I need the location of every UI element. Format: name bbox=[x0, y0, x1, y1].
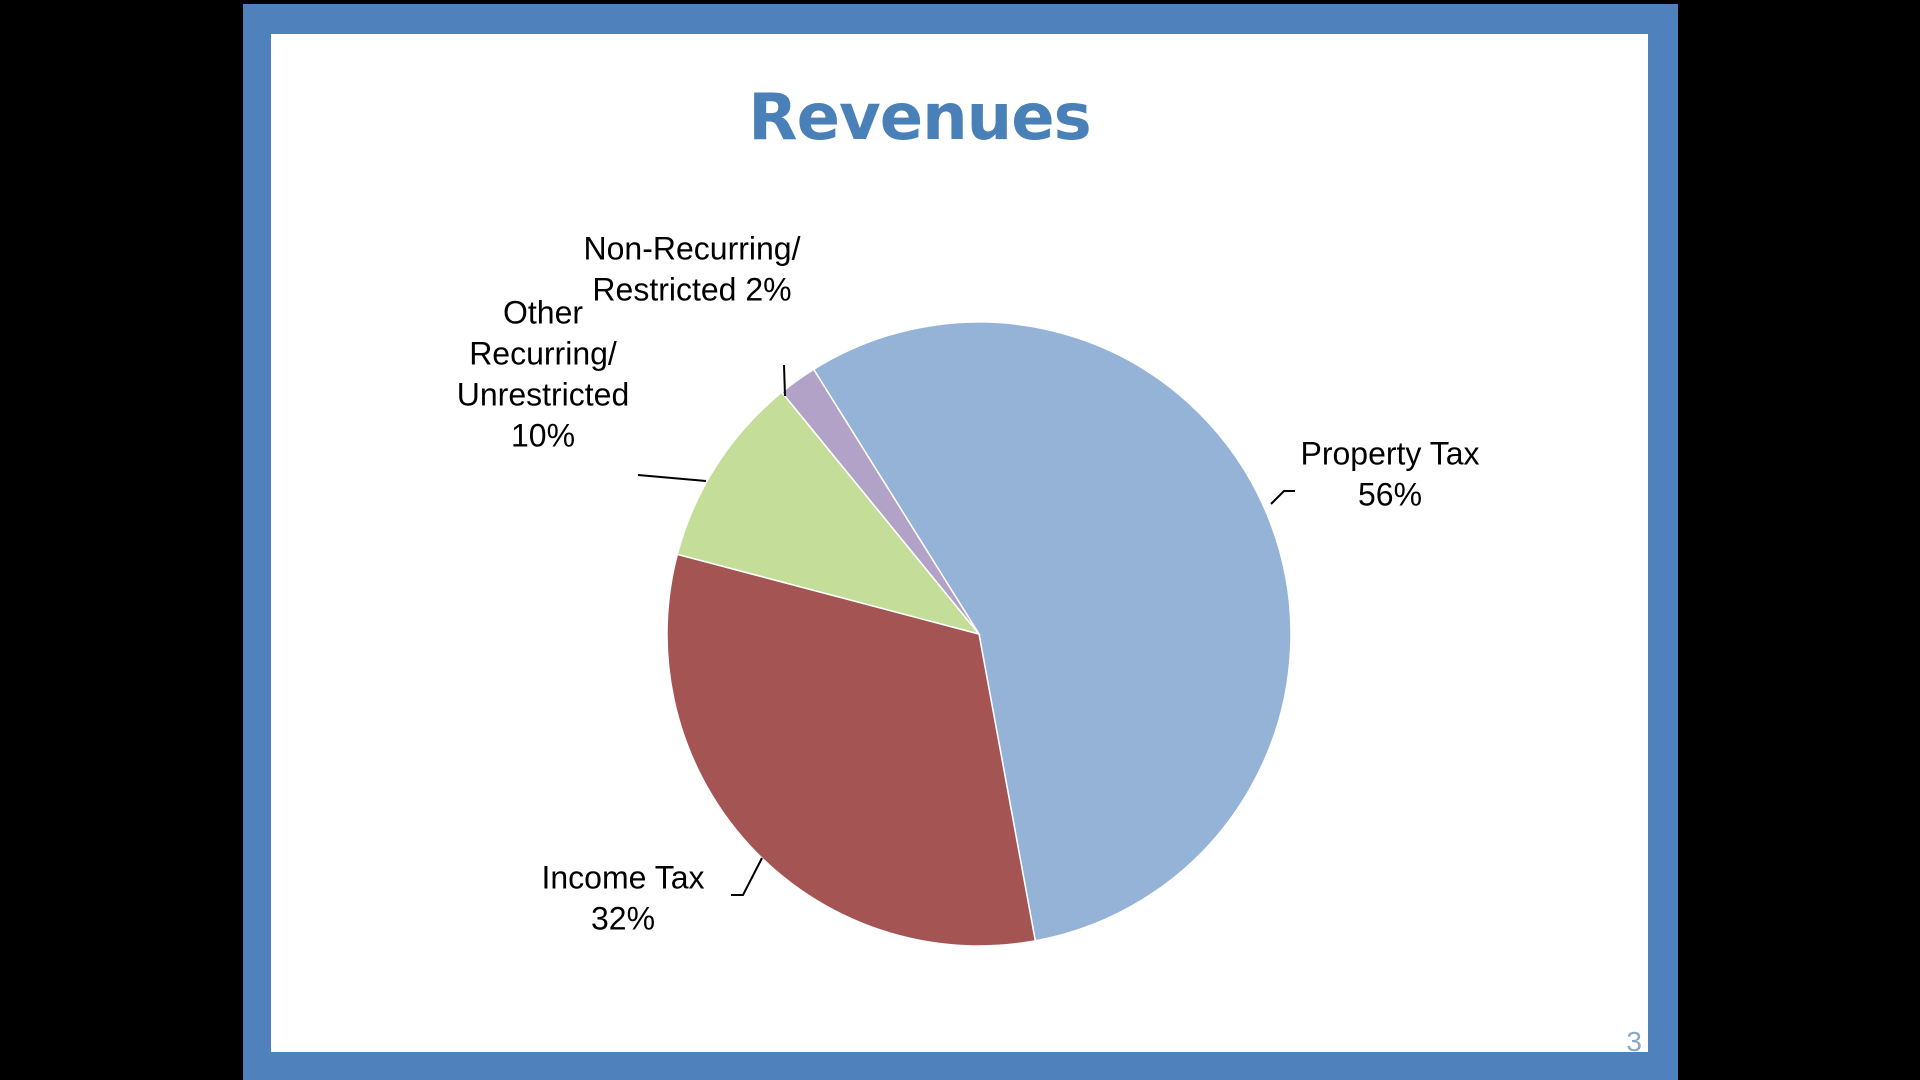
slide-number: 3 bbox=[1626, 1026, 1642, 1057]
pie-slice-non-recurring-restricted bbox=[780, 368, 980, 635]
slide-frame: Revenues Property Tax 56% Income Tax 32% Oth… bbox=[243, 4, 1678, 1080]
leader-line-other-recurring-unrestricted bbox=[637, 474, 707, 482]
data-label-income-tax: Income Tax 32% bbox=[541, 860, 704, 937]
slide: Revenues Property Tax 56% Income Tax 32% Oth… bbox=[271, 34, 1648, 1057]
data-label-other-recurring-unrestricted: Other Recurring/Unrestricted 10% bbox=[457, 295, 630, 454]
pie-slice-other-recurring-unrestricted bbox=[676, 391, 982, 636]
pie-slice-property-tax bbox=[812, 321, 1292, 942]
slide-title: Revenues bbox=[748, 81, 1091, 155]
leader-line-property-tax bbox=[1270, 490, 1295, 505]
revenue-pie-chart: Property Tax 56% Income Tax 32% Other Recurri… bbox=[457, 231, 1480, 947]
data-label-non-recurring-restricted: Non-Recurring/Restricted 2% bbox=[584, 231, 801, 308]
leader-line-income-tax bbox=[731, 857, 763, 896]
pie-slice-income-tax bbox=[666, 553, 1037, 947]
data-label-property-tax: Property Tax 56% bbox=[1300, 436, 1479, 513]
leader-line-non-recurring-restricted bbox=[783, 364, 786, 397]
